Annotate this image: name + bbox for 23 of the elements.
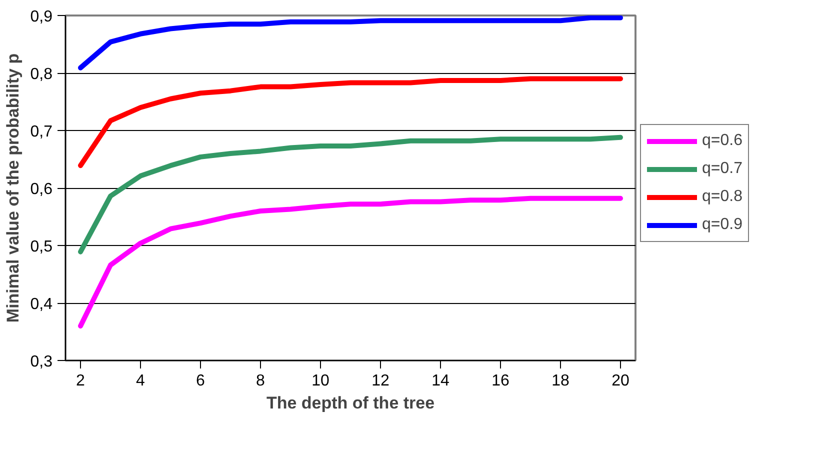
y-tick-label: 0,5 [30, 238, 53, 256]
x-tick-label: 2 [76, 372, 86, 390]
x-tick-label: 12 [372, 372, 390, 390]
y-tick-label: 0,4 [30, 296, 53, 313]
x-tick-label: 6 [196, 372, 206, 390]
y-tick-label: 0,3 [30, 354, 53, 370]
x-axis-title: The depth of the tree [266, 394, 435, 412]
x-tick-label: 16 [492, 372, 510, 390]
legend-label: q=0.8 [702, 188, 742, 206]
legend-label: q=0.9 [702, 216, 742, 234]
y-tick-label: 0,6 [30, 181, 53, 198]
x-tick-label: 18 [552, 372, 570, 390]
legend-label: q=0.6 [702, 132, 742, 150]
y-tick-label: 0,8 [30, 66, 53, 83]
y-tick-label: 0,7 [30, 124, 53, 140]
x-tick-label: 8 [256, 372, 266, 390]
y-axis-title: Minimal value of the probability p [3, 53, 22, 323]
x-tick-label: 20 [612, 372, 630, 390]
x-tick-label: 10 [312, 372, 330, 390]
x-tick-label: 4 [136, 372, 146, 390]
legend-label: q=0.7 [702, 160, 742, 178]
y-tick-label: 0,9 [30, 8, 53, 26]
x-tick-label: 14 [432, 372, 450, 390]
